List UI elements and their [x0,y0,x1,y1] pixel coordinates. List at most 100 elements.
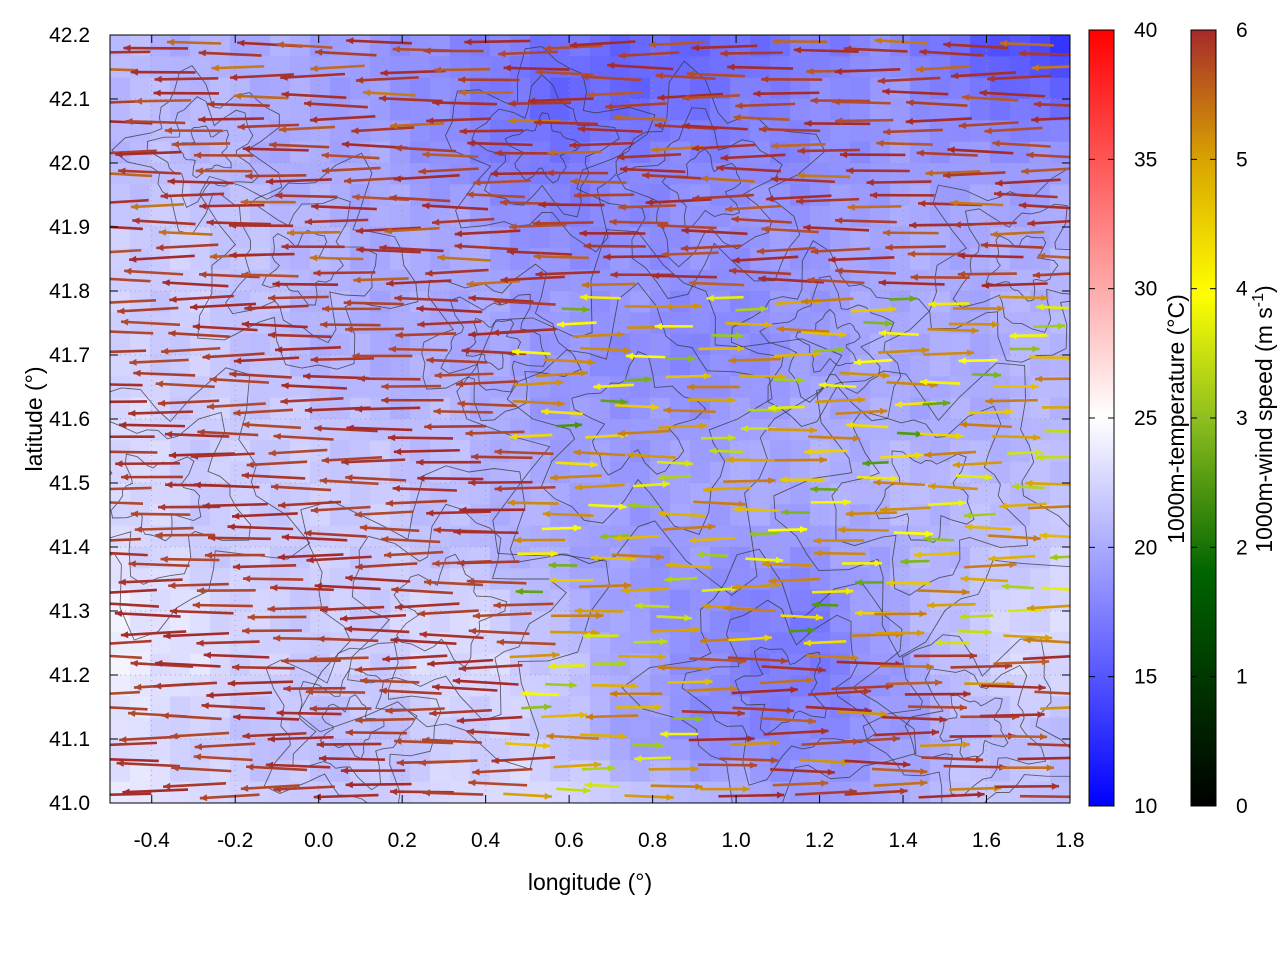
heatmap-cell [390,269,411,292]
wind-arrow-head [193,151,202,159]
wind-arrow-head [433,526,441,534]
wind-arrow-shaft [682,124,748,131]
wind-arrow-head [437,254,445,262]
wind-arrow-shaft [498,50,558,56]
heatmap-cell [910,525,931,548]
wind-arrow-head [466,728,474,736]
wind-arrow-head [360,677,368,685]
wind-arrow-shaft [491,755,556,763]
wind-arrow-head [592,629,600,637]
wind-arrow-head [287,229,295,237]
wind-arrow-head [852,434,861,442]
heatmap-cell [390,77,411,100]
x-tick-label: 0.8 [638,829,667,852]
wind-arrow-head [190,452,199,460]
heatmap-cell [1050,35,1070,57]
contour-line [176,125,232,179]
heatmap-cell [510,611,531,633]
wind-arrow-shaft [500,275,565,282]
heatmap-cell [510,781,531,803]
heatmap-cell [570,696,591,719]
wind-arrow-shaft [494,485,556,491]
wind-arrow-shaft [732,706,795,713]
wind-arrow-shaft [305,690,366,694]
wind-arrow-shaft [1032,272,1070,277]
heatmap-cell [910,653,931,676]
heatmap-cell [570,376,591,399]
wind-arrow-shaft [834,219,897,224]
heatmap-cell [830,120,851,143]
wind-arrow-shaft [275,345,341,352]
wind-arrow-head [966,349,975,357]
wind-arrow-shaft [980,684,1046,690]
heatmap-cell [490,653,511,676]
wind-arrow-head [158,503,166,511]
heatmap-cell [1050,376,1070,399]
y-tick-label: 41.3 [49,600,90,623]
wind-arrow-shaft [154,77,219,81]
heatmap-cell [470,291,491,313]
wind-arrow-shaft [534,120,598,126]
wind-arrow-head [278,125,287,133]
wind-arrow-head [658,474,666,482]
heatmap-cell [910,355,931,377]
wind-arrow-head [206,219,214,226]
heatmap-cell [670,696,691,719]
wind-arrow-head [498,50,506,58]
wind-arrow-shaft [344,627,410,634]
wind-arrow-shaft [196,640,260,645]
heatmap-cell [950,781,971,803]
wind-arrow-head [984,628,992,636]
wind-arrow-head [393,448,402,456]
heatmap-cell [590,291,611,313]
wind-arrow-head [512,348,520,356]
heatmap-cell [910,163,931,185]
wind-arrow-shaft [128,410,193,415]
wind-arrow-head [780,476,788,484]
wind-arrow-shaft [851,307,897,313]
wind-arrow-shaft [280,72,346,80]
heatmap-cell [650,269,671,292]
wind-arrow-shaft [961,95,1019,102]
x-axis-ticks: -0.4 -0.2 0.0 0.2 0.4 0.6 0.8 1.0 1.2 1.4 1.6 1.8 [134,35,1085,852]
windspeed-tick-label: 5 [1236,148,1248,171]
wind-arrow-shaft [452,679,519,686]
wind-arrow-shaft [306,555,372,562]
heatmap-cell [1030,376,1051,399]
wind-arrow-head [550,550,558,558]
wind-arrow-head [835,267,843,275]
wind-arrow-shaft [302,374,369,380]
wind-arrow-shaft [202,352,265,359]
wind-arrow-shaft [916,151,978,157]
heatmap-cell [250,397,271,420]
wind-arrow-head [761,225,769,233]
wind-arrow-shaft [310,64,365,71]
heatmap-cell [870,504,891,527]
heatmap-cell [370,739,391,761]
wind-arrow-head [276,709,284,717]
contour-line [571,350,707,476]
wind-arrow-head [626,451,635,459]
heatmap-cell [890,35,911,57]
wind-arrow-head [682,122,690,130]
wind-arrow-head [761,560,770,568]
heatmap-cell [790,56,811,79]
heatmap-cell [970,760,991,783]
wind-arrow-head [154,75,162,83]
wind-arrow-head [1044,634,1053,642]
wind-arrow-shaft [381,537,441,544]
heatmap-cell [850,163,871,185]
heatmap-cell [550,99,571,121]
heatmap-cell [130,589,151,612]
wind-arrow-shaft [242,731,307,738]
heatmap-cell [790,589,811,612]
heatmap-cell [830,355,851,377]
heatmap-cell [530,461,551,484]
heatmap-cell [630,611,651,633]
wind-arrow-head [768,477,776,485]
heatmap-cell [670,141,691,164]
wind-arrow-shaft [723,606,776,613]
wind-arrow-shaft [466,193,525,199]
wind-arrow-head [164,430,173,438]
heatmap-cell [670,397,691,420]
